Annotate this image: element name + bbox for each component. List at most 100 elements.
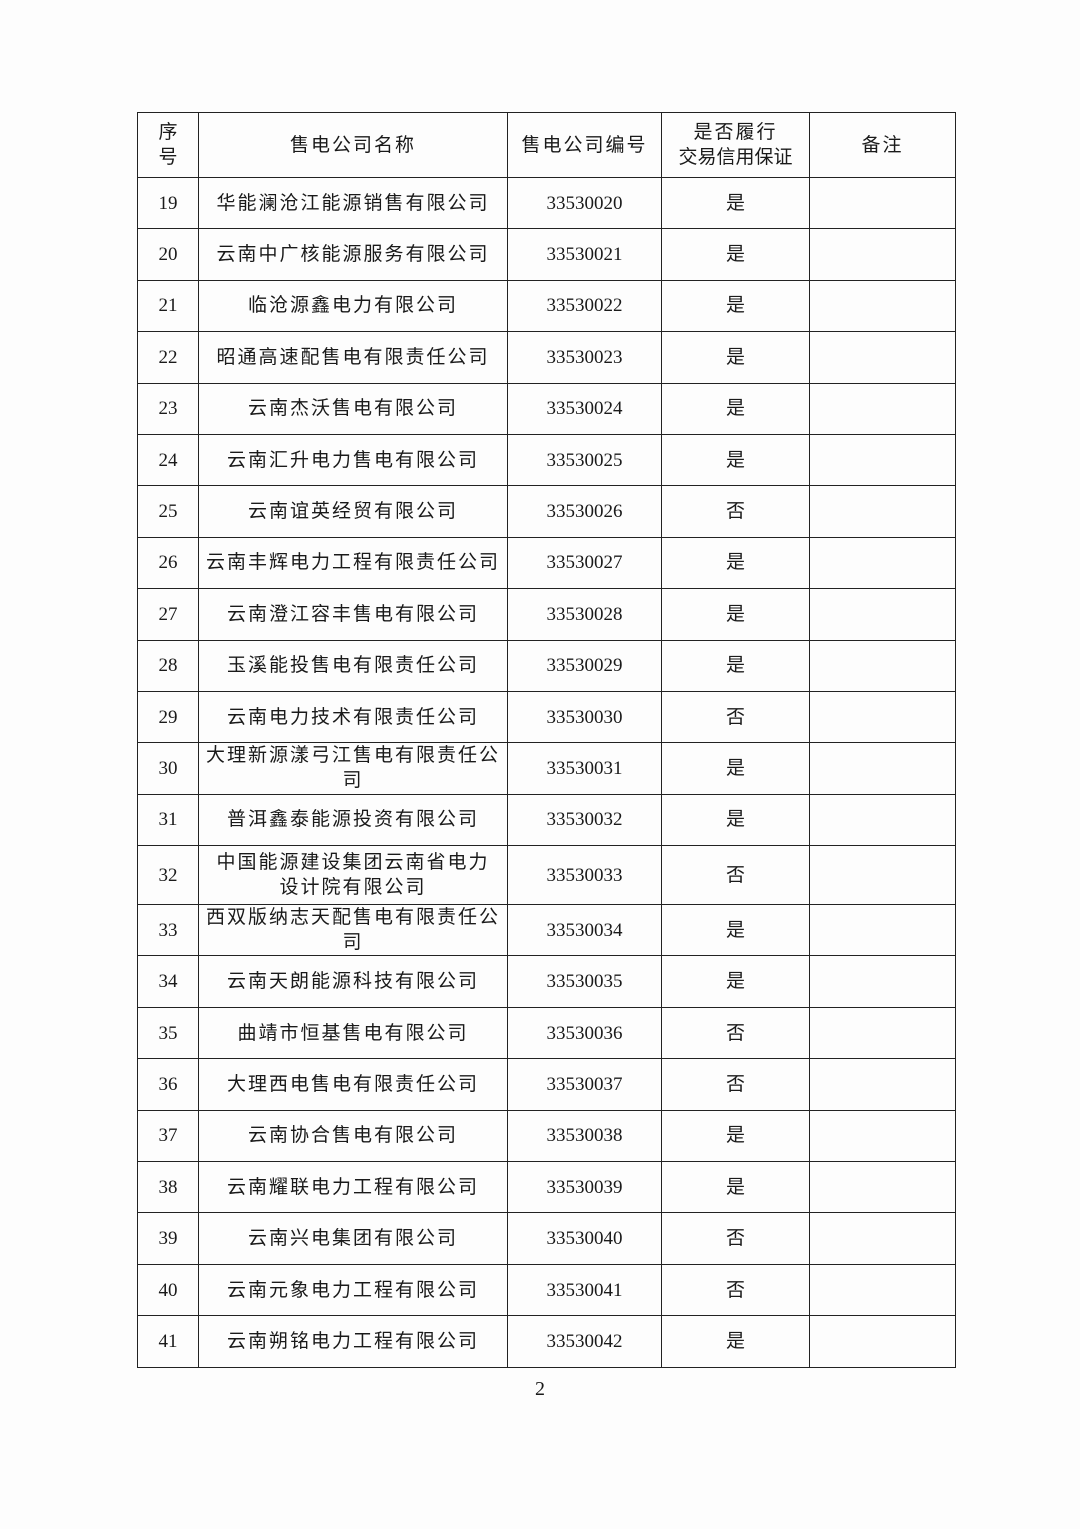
table-row: 35 曲靖市恒基售电有限公司 33530036 否	[137, 1006, 956, 1060]
cell-name: 曲靖市恒基售电有限公司	[198, 1006, 508, 1060]
cell-guarantee: 是	[661, 279, 810, 333]
cell-guarantee: 是	[661, 176, 810, 230]
header-seq: 序号	[137, 112, 199, 178]
cell-seq: 35	[137, 1006, 199, 1060]
cell-code: 33530035	[507, 955, 662, 1008]
cell-code: 33530028	[507, 588, 662, 641]
cell-guarantee: 是	[661, 228, 810, 281]
cell-guarantee: 是	[661, 904, 810, 957]
cell-seq: 29	[137, 690, 199, 744]
table-row: 28 玉溪能投售电有限责任公司 33530029 是	[137, 639, 956, 692]
cell-guarantee: 是	[661, 588, 810, 641]
header-code: 售电公司编号	[507, 112, 662, 178]
table-body: 19 华能澜沧江能源销售有限公司 33530020 是 20 云南中广核能源服务有限公司 3…	[137, 176, 956, 1368]
cell-code: 33530040	[507, 1212, 662, 1265]
header-guarantee-line: 交易信用保证	[678, 147, 793, 168]
cell-code: 33530034	[507, 904, 662, 957]
table-row: 31 普洱鑫泰能源投资有限公司 33530032 是	[137, 793, 956, 847]
cell-seq: 34	[137, 955, 199, 1008]
cell-remark	[809, 1263, 956, 1317]
table-header-row: 序号 售电公司名称 售电公司编号 是否履行 交易信用保证 备注	[137, 112, 956, 178]
cell-guarantee: 否	[661, 485, 810, 538]
table-row: 26 云南丰辉电力工程有限责任公司 33530027 是	[137, 536, 956, 590]
cell-name: 云南兴电集团有限公司	[198, 1212, 508, 1265]
cell-seq: 19	[137, 176, 199, 230]
header-seq-line: 号	[158, 147, 178, 168]
table-row: 41 云南朔铭电力工程有限公司 33530042 是	[137, 1315, 956, 1368]
cell-remark	[809, 1212, 956, 1265]
table-row: 20 云南中广核能源服务有限公司 33530021 是	[137, 228, 956, 281]
cell-remark	[809, 845, 956, 906]
cell-remark	[809, 904, 956, 957]
cell-code: 33530023	[507, 331, 662, 384]
cell-code: 33530041	[507, 1263, 662, 1317]
cell-remark	[809, 793, 956, 847]
cell-seq: 26	[137, 536, 199, 590]
cell-seq: 31	[137, 793, 199, 847]
cell-code: 33530022	[507, 279, 662, 333]
table-row: 33 西双版纳志天配售电有限责任公司 33530034 是	[137, 904, 956, 957]
cell-remark	[809, 588, 956, 641]
cell-remark	[809, 639, 956, 692]
cell-code: 33530020	[507, 176, 662, 230]
header-name: 售电公司名称	[198, 112, 508, 178]
cell-seq: 39	[137, 1212, 199, 1265]
table-row: 21 临沧源鑫电力有限公司 33530022 是	[137, 279, 956, 333]
cell-code: 33530024	[507, 382, 662, 435]
cell-name: 普洱鑫泰能源投资有限公司	[198, 793, 508, 847]
cell-remark	[809, 382, 956, 435]
table-row: 32 中国能源建设集团云南省电力 设计院有限公司 33530033 否	[137, 845, 956, 906]
cell-code: 33530038	[507, 1109, 662, 1163]
table-row: 39 云南兴电集团有限公司 33530040 否	[137, 1212, 956, 1265]
cell-name: 昭通高速配售电有限责任公司	[198, 331, 508, 384]
cell-name: 大理西电售电有限责任公司	[198, 1058, 508, 1111]
cell-code: 33530025	[507, 433, 662, 487]
table-row: 23 云南杰沃售电有限公司 33530024 是	[137, 382, 956, 435]
cell-name: 云南丰辉电力工程有限责任公司	[198, 536, 508, 590]
cell-remark	[809, 1006, 956, 1060]
table-row: 38 云南耀联电力工程有限公司 33530039 是	[137, 1161, 956, 1214]
cell-remark	[809, 955, 956, 1008]
cell-name: 云南谊英经贸有限公司	[198, 485, 508, 538]
cell-name: 云南澄江容丰售电有限公司	[198, 588, 508, 641]
cell-code: 33530036	[507, 1006, 662, 1060]
cell-code: 33530030	[507, 690, 662, 744]
cell-name: 云南电力技术有限责任公司	[198, 690, 508, 744]
cell-guarantee: 是	[661, 793, 810, 847]
cell-code: 33530026	[507, 485, 662, 538]
cell-name: 中国能源建设集团云南省电力 设计院有限公司	[198, 845, 508, 906]
cell-name: 云南杰沃售电有限公司	[198, 382, 508, 435]
cell-name: 云南天朗能源科技有限公司	[198, 955, 508, 1008]
cell-guarantee: 否	[661, 1263, 810, 1317]
cell-remark	[809, 1315, 956, 1368]
cell-seq: 30	[137, 742, 199, 795]
cell-seq: 22	[137, 331, 199, 384]
cell-guarantee: 否	[661, 1058, 810, 1111]
cell-seq: 25	[137, 485, 199, 538]
cell-guarantee: 是	[661, 955, 810, 1008]
table-row: 40 云南元象电力工程有限公司 33530041 否	[137, 1263, 956, 1317]
cell-seq: 24	[137, 433, 199, 487]
table-row: 30 大理新源漾弓江售电有限责任公司 33530031 是	[137, 742, 956, 795]
cell-seq: 41	[137, 1315, 199, 1368]
cell-remark	[809, 485, 956, 538]
cell-remark	[809, 690, 956, 744]
cell-guarantee: 否	[661, 1212, 810, 1265]
header-seq-line: 序	[158, 122, 178, 143]
cell-guarantee: 是	[661, 742, 810, 795]
cell-code: 33530021	[507, 228, 662, 281]
cell-seq: 27	[137, 588, 199, 641]
cell-remark	[809, 1109, 956, 1163]
cell-remark	[809, 279, 956, 333]
cell-code: 33530029	[507, 639, 662, 692]
cell-guarantee: 是	[661, 639, 810, 692]
table-row: 19 华能澜沧江能源销售有限公司 33530020 是	[137, 176, 956, 230]
cell-seq: 20	[137, 228, 199, 281]
cell-seq: 21	[137, 279, 199, 333]
table-row: 29 云南电力技术有限责任公司 33530030 否	[137, 690, 956, 744]
cell-remark	[809, 1161, 956, 1214]
cell-name: 云南耀联电力工程有限公司	[198, 1161, 508, 1214]
page-number: 2	[535, 1378, 545, 1400]
table-row: 27 云南澄江容丰售电有限公司 33530028 是	[137, 588, 956, 641]
cell-guarantee: 是	[661, 433, 810, 487]
